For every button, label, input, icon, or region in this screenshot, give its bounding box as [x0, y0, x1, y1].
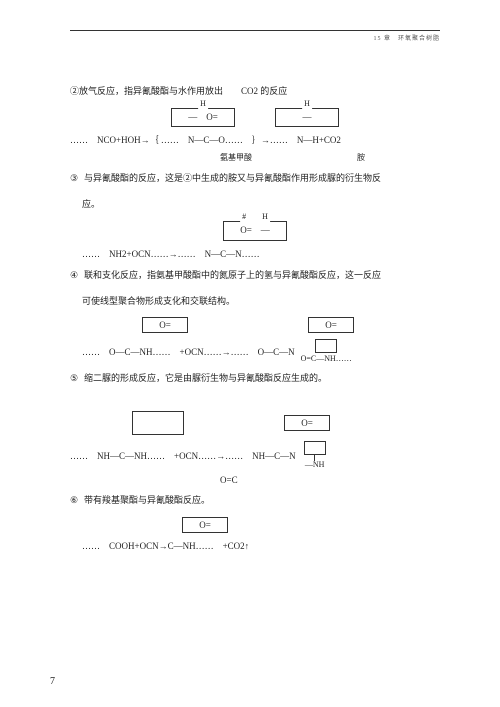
section-3: ③与异氰酸酯的反应，这是②中生成的胺又与异氰酸酯作用形成脲的衍生物反 — [70, 169, 440, 189]
box: O= — [182, 517, 228, 533]
num-marker: ④ — [70, 266, 84, 286]
page-header: 15 章 环氧聚合树脂 — [70, 33, 440, 42]
section-5: ⑤缩二脲的形成反应，它是由脲衍生物与异氰酸酯反应生成的。 — [70, 369, 440, 389]
section-6-box: O= — [170, 517, 440, 533]
text: 带有羧基聚酯与异氰酸酯反应。 — [84, 495, 210, 505]
section-2-labels: 氨基甲酸 胺 — [70, 152, 440, 163]
box-content: — O= — [188, 112, 218, 122]
box-content: — — [303, 112, 312, 122]
section-5-mid: O=C — [220, 475, 440, 485]
text: 联和支化反应，指氨基甲酸酯中的氮原子上的氢与异氰酸酯反应，这一反应 — [84, 270, 381, 280]
eq-tail: —NH — [305, 461, 325, 469]
label: 胺 — [357, 152, 365, 163]
box — [132, 411, 184, 435]
section-2-diagram: H — O= H — — [70, 108, 440, 128]
section-6-eq: …… COOH+OCN→C—NH…… +CO2↑ — [70, 539, 440, 552]
eq-right: O=C—NH…… — [301, 355, 352, 363]
box: O= — [308, 317, 354, 333]
text: 缩二脲的形成反应，它是由脲衍生物与异氰酸酯反应生成的。 — [84, 373, 327, 383]
text: 与异氰酸酯的反应，这是②中生成的胺又与异氰酸酯作用形成脲的衍生物反 — [84, 173, 381, 183]
section-5-boxes: O= — [120, 411, 440, 435]
eq-left: …… O—C—NH…… +OCN……→…… O—C—N — [82, 345, 295, 358]
box-content: O= — — [240, 225, 270, 235]
section-4-boxes: O= O= — [130, 317, 440, 333]
eq-left: …… NH—C—NH…… +OCN……→…… NH—C—N — [70, 449, 296, 462]
section-2-eq: …… NCO+HOH→｛ …… N—C—O…… ｝→…… N—H+CO2 — [70, 133, 440, 146]
tiny-box — [304, 441, 326, 455]
section-4-cont: 可使线型聚合物形成支化和交联结构。 — [70, 292, 440, 312]
section-2-text: ②放气反应，指异氰酸酯与水作用放出 CO2 的反应 — [70, 82, 440, 102]
section-4-eq: …… O—C—NH…… +OCN……→…… O—C—N O=C—NH…… — [70, 339, 440, 363]
section-3-eq: …… NH2+OCN……→…… N—C—N…… — [70, 247, 440, 260]
box-top: # H — [240, 212, 270, 222]
tiny-box — [315, 339, 337, 353]
label: 氨基甲酸 — [220, 152, 252, 163]
box: O= — [284, 415, 330, 431]
page-number: 7 — [50, 676, 55, 687]
num-marker: ⑤ — [70, 369, 84, 389]
section-3-diagram: # H O= — — [70, 221, 440, 241]
box-top: H — [302, 99, 312, 109]
box-top: H — [198, 99, 208, 109]
num-marker: ⑥ — [70, 491, 84, 511]
section-6: ⑥带有羧基聚酯与异氰酸酯反应。 — [70, 491, 440, 511]
num-marker: ③ — [70, 169, 84, 189]
section-4: ④联和支化反应，指氨基甲酸酯中的氮原子上的氢与异氰酸酯反应，这一反应 — [70, 266, 440, 286]
section-5-eq: …… NH—C—NH…… +OCN……→…… NH—C—N —NH — [70, 441, 440, 469]
box: O= — [142, 317, 188, 333]
